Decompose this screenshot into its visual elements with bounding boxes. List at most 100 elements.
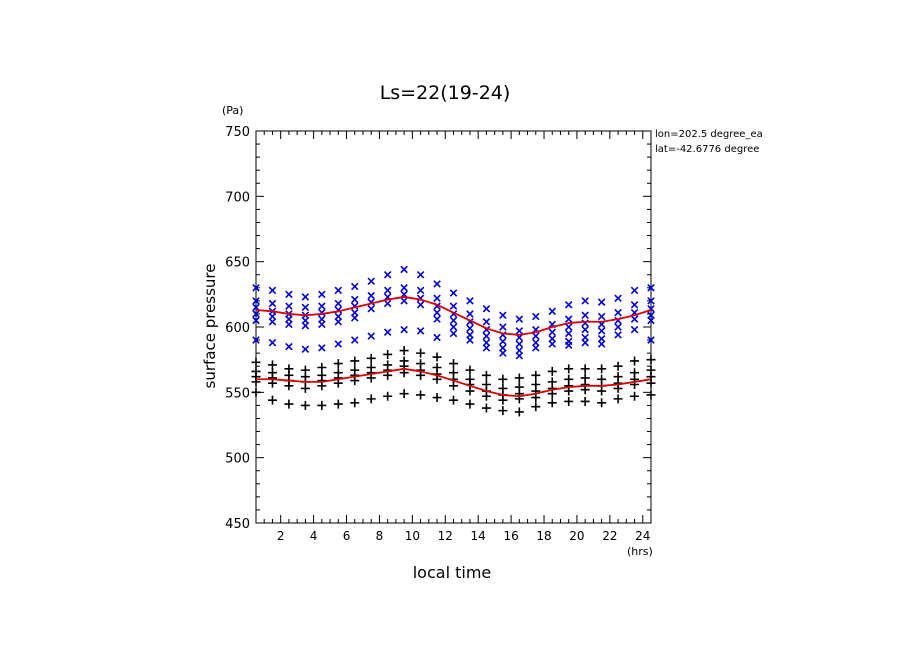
data-point-plus xyxy=(613,361,623,371)
data-point-x xyxy=(515,327,524,335)
data-point-plus xyxy=(514,407,524,417)
data-point-x xyxy=(449,323,458,331)
data-point-x xyxy=(350,295,359,304)
data-point-plus xyxy=(416,390,426,400)
data-point-x xyxy=(318,302,326,310)
data-point-plus xyxy=(350,376,360,386)
data-point-x xyxy=(252,316,260,325)
data-point-x xyxy=(581,319,589,327)
data-point-x xyxy=(400,284,408,292)
data-point-x xyxy=(630,301,639,309)
data-point-x xyxy=(548,340,557,348)
data-point-x xyxy=(482,332,491,340)
data-point-x xyxy=(301,303,310,312)
data-point-plus xyxy=(317,363,327,373)
data-point-x xyxy=(318,344,326,352)
data-point-x xyxy=(515,340,524,348)
data-point-x xyxy=(252,297,260,305)
x-tick-label: 12 xyxy=(438,529,453,543)
data-point-x xyxy=(433,308,441,317)
x-tick-label: 18 xyxy=(536,529,551,543)
x-tick-label: 8 xyxy=(376,529,384,543)
data-point-x xyxy=(301,293,310,301)
data-point-plus xyxy=(597,386,607,396)
data-point-x xyxy=(482,304,491,313)
data-point-x xyxy=(630,315,639,323)
data-point-x xyxy=(630,286,639,295)
data-point-x xyxy=(581,338,589,347)
data-point-x xyxy=(367,332,375,340)
chart-title: Ls=22(19-24) xyxy=(380,82,511,104)
data-point-plus xyxy=(564,396,574,406)
data-point-x xyxy=(334,286,343,295)
data-point-x xyxy=(350,336,359,344)
data-point-x xyxy=(433,315,441,323)
data-point-x xyxy=(285,290,293,299)
y-tick-label: 450 xyxy=(225,517,250,532)
data-point-x xyxy=(367,291,375,300)
data-point-x xyxy=(647,336,655,344)
data-point-x xyxy=(400,265,408,274)
data-point-plus xyxy=(646,390,656,400)
x-tick-label: 24 xyxy=(635,529,650,543)
x-tick-label: 22 xyxy=(602,529,617,543)
data-point-plus xyxy=(498,374,508,384)
data-point-plus xyxy=(432,352,442,362)
data-point-plus xyxy=(531,402,541,412)
data-point-x xyxy=(334,299,343,308)
data-point-plus xyxy=(547,398,557,408)
x-tick-label: 6 xyxy=(343,529,351,543)
data-point-x xyxy=(268,299,277,308)
data-point-x xyxy=(301,345,310,353)
data-point-x xyxy=(499,311,507,320)
data-point-x xyxy=(564,341,573,350)
data-point-x xyxy=(383,286,392,295)
data-point-x xyxy=(614,331,622,339)
data-point-plus xyxy=(630,391,640,401)
data-point-x xyxy=(548,307,557,316)
data-point-x xyxy=(499,337,507,346)
data-point-plus xyxy=(449,359,458,369)
data-point-plus xyxy=(251,387,261,397)
data-point-x xyxy=(416,270,425,279)
data-point-x xyxy=(383,328,392,336)
data-point-plus xyxy=(267,360,277,370)
data-point-plus xyxy=(366,373,376,383)
data-point-x xyxy=(383,270,392,279)
data-point-plus xyxy=(481,391,491,401)
data-point-x xyxy=(301,321,310,330)
data-point-plus xyxy=(498,406,508,416)
data-point-x xyxy=(334,340,343,348)
data-point-plus xyxy=(465,365,475,375)
data-point-x xyxy=(499,349,507,357)
data-point-x xyxy=(400,325,408,334)
x-tick-label: 16 xyxy=(503,529,518,543)
data-point-x xyxy=(532,344,540,352)
data-point-plus xyxy=(630,356,640,366)
data-point-x xyxy=(285,302,293,310)
data-point-plus xyxy=(432,393,442,403)
y-tick-label: 500 xyxy=(225,452,250,467)
data-point-x xyxy=(597,312,606,321)
data-point-x xyxy=(515,315,524,323)
data-point-plus xyxy=(481,370,491,380)
annotation-lat: lat=-42.6776 degree xyxy=(655,144,759,155)
data-point-x xyxy=(466,324,474,333)
data-point-x xyxy=(614,323,622,331)
data-point-x xyxy=(581,325,589,334)
data-point-plus xyxy=(383,349,393,359)
data-point-plus xyxy=(399,389,409,399)
data-point-x xyxy=(630,325,639,334)
data-point-x xyxy=(597,327,606,335)
data-point-plus xyxy=(333,378,343,388)
data-point-x xyxy=(318,290,326,299)
x-tick-label: 14 xyxy=(471,529,486,543)
x-tick-label: 10 xyxy=(405,529,420,543)
data-point-x xyxy=(499,323,507,331)
data-point-plus xyxy=(366,394,376,404)
data-point-plus xyxy=(317,381,327,391)
data-point-plus xyxy=(580,364,590,374)
data-point-plus xyxy=(646,378,656,388)
data-point-x xyxy=(482,344,491,352)
